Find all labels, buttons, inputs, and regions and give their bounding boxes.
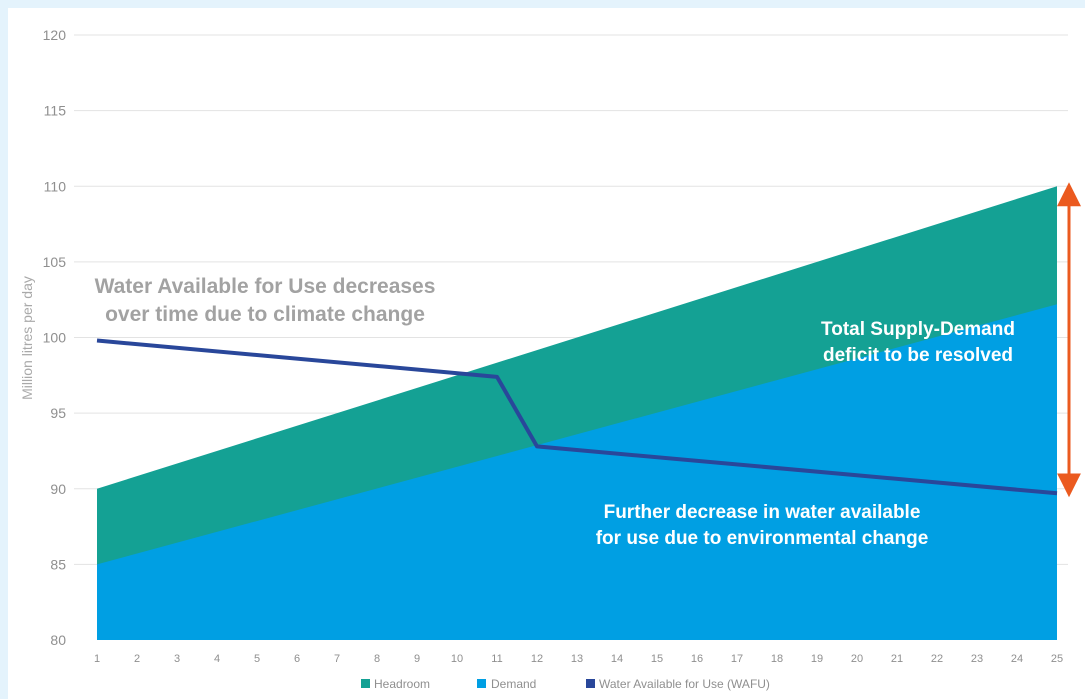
x-tick-14: 14 — [611, 653, 623, 665]
y-axis-ticks: 80 85 90 95 100 105 110 115 120 — [43, 27, 67, 648]
chart-frame: 80 85 90 95 100 105 110 115 120 Million litres p… — [8, 8, 1085, 699]
x-tick-23: 23 — [971, 653, 983, 665]
legend-swatch-demand — [477, 679, 486, 688]
x-tick-17: 17 — [731, 653, 743, 665]
y-tick-90: 90 — [50, 481, 66, 497]
annotation-climate-line-1: Water Available for Use decreases — [95, 275, 436, 298]
y-tick-115: 115 — [44, 103, 67, 119]
x-tick-13: 13 — [571, 653, 583, 665]
area-demand — [97, 304, 1057, 640]
annotation-climate: Water Available for Use decreases over t… — [95, 275, 436, 326]
x-axis-ticks: 1 2 3 4 5 6 7 8 9 10 11 12 13 14 15 16 17 18 19 20 21 22 23 24 2… — [94, 653, 1063, 665]
x-tick-11: 11 — [491, 653, 502, 665]
legend-item-demand: Demand — [477, 677, 536, 691]
y-tick-80: 80 — [50, 632, 66, 648]
legend-item-headroom: Headroom — [361, 677, 430, 691]
x-tick-19: 19 — [811, 653, 823, 665]
x-tick-3: 3 — [174, 653, 180, 665]
x-tick-18: 18 — [771, 653, 783, 665]
annotation-environment: Further decrease in water available for … — [596, 502, 929, 549]
x-tick-7: 7 — [334, 653, 340, 665]
x-tick-8: 8 — [374, 653, 380, 665]
y-tick-95: 95 — [50, 405, 66, 421]
legend-label-demand: Demand — [491, 677, 536, 691]
annotation-climate-line-2: over time due to climate change — [105, 303, 425, 326]
x-tick-2: 2 — [134, 653, 140, 665]
x-tick-1: 1 — [94, 653, 100, 665]
x-tick-20: 20 — [851, 653, 863, 665]
legend-label-wafu: Water Available for Use (WAFU) — [599, 677, 770, 691]
line-wafu — [96, 338, 1058, 496]
x-tick-24: 24 — [1011, 653, 1023, 665]
x-tick-4: 4 — [214, 653, 220, 665]
legend-swatch-headroom — [361, 679, 370, 688]
y-tick-110: 110 — [44, 178, 67, 194]
x-tick-10: 10 — [451, 653, 463, 665]
annotation-environment-line-2: for use due to environmental change — [596, 528, 929, 549]
legend-swatch-wafu — [586, 679, 595, 688]
areas — [97, 186, 1057, 640]
x-tick-22: 22 — [931, 653, 943, 665]
annotation-deficit-line-1: Total Supply-Demand — [821, 319, 1015, 340]
y-axis-label: Million litres per day — [19, 276, 35, 400]
wafu-line-group — [96, 338, 1058, 496]
x-tick-15: 15 — [651, 653, 663, 665]
y-tick-100: 100 — [43, 330, 67, 346]
x-tick-12: 12 — [531, 653, 543, 665]
legend-item-wafu: Water Available for Use (WAFU) — [586, 677, 770, 691]
x-tick-9: 9 — [414, 653, 420, 665]
legend: Headroom Demand Water Available for Use … — [361, 677, 770, 691]
annotation-deficit-line-2: deficit to be resolved — [823, 345, 1013, 366]
x-tick-5: 5 — [254, 653, 260, 665]
x-tick-6: 6 — [294, 653, 300, 665]
legend-label-headroom: Headroom — [374, 677, 430, 691]
y-tick-85: 85 — [50, 556, 66, 572]
annotation-deficit: Total Supply-Demand deficit to be resolv… — [821, 319, 1015, 366]
y-tick-105: 105 — [43, 254, 67, 270]
x-tick-16: 16 — [691, 653, 703, 665]
annotation-environment-line-1: Further decrease in water available — [604, 502, 921, 523]
y-tick-120: 120 — [43, 27, 67, 43]
x-tick-21: 21 — [891, 653, 903, 665]
x-tick-25: 25 — [1051, 653, 1063, 665]
